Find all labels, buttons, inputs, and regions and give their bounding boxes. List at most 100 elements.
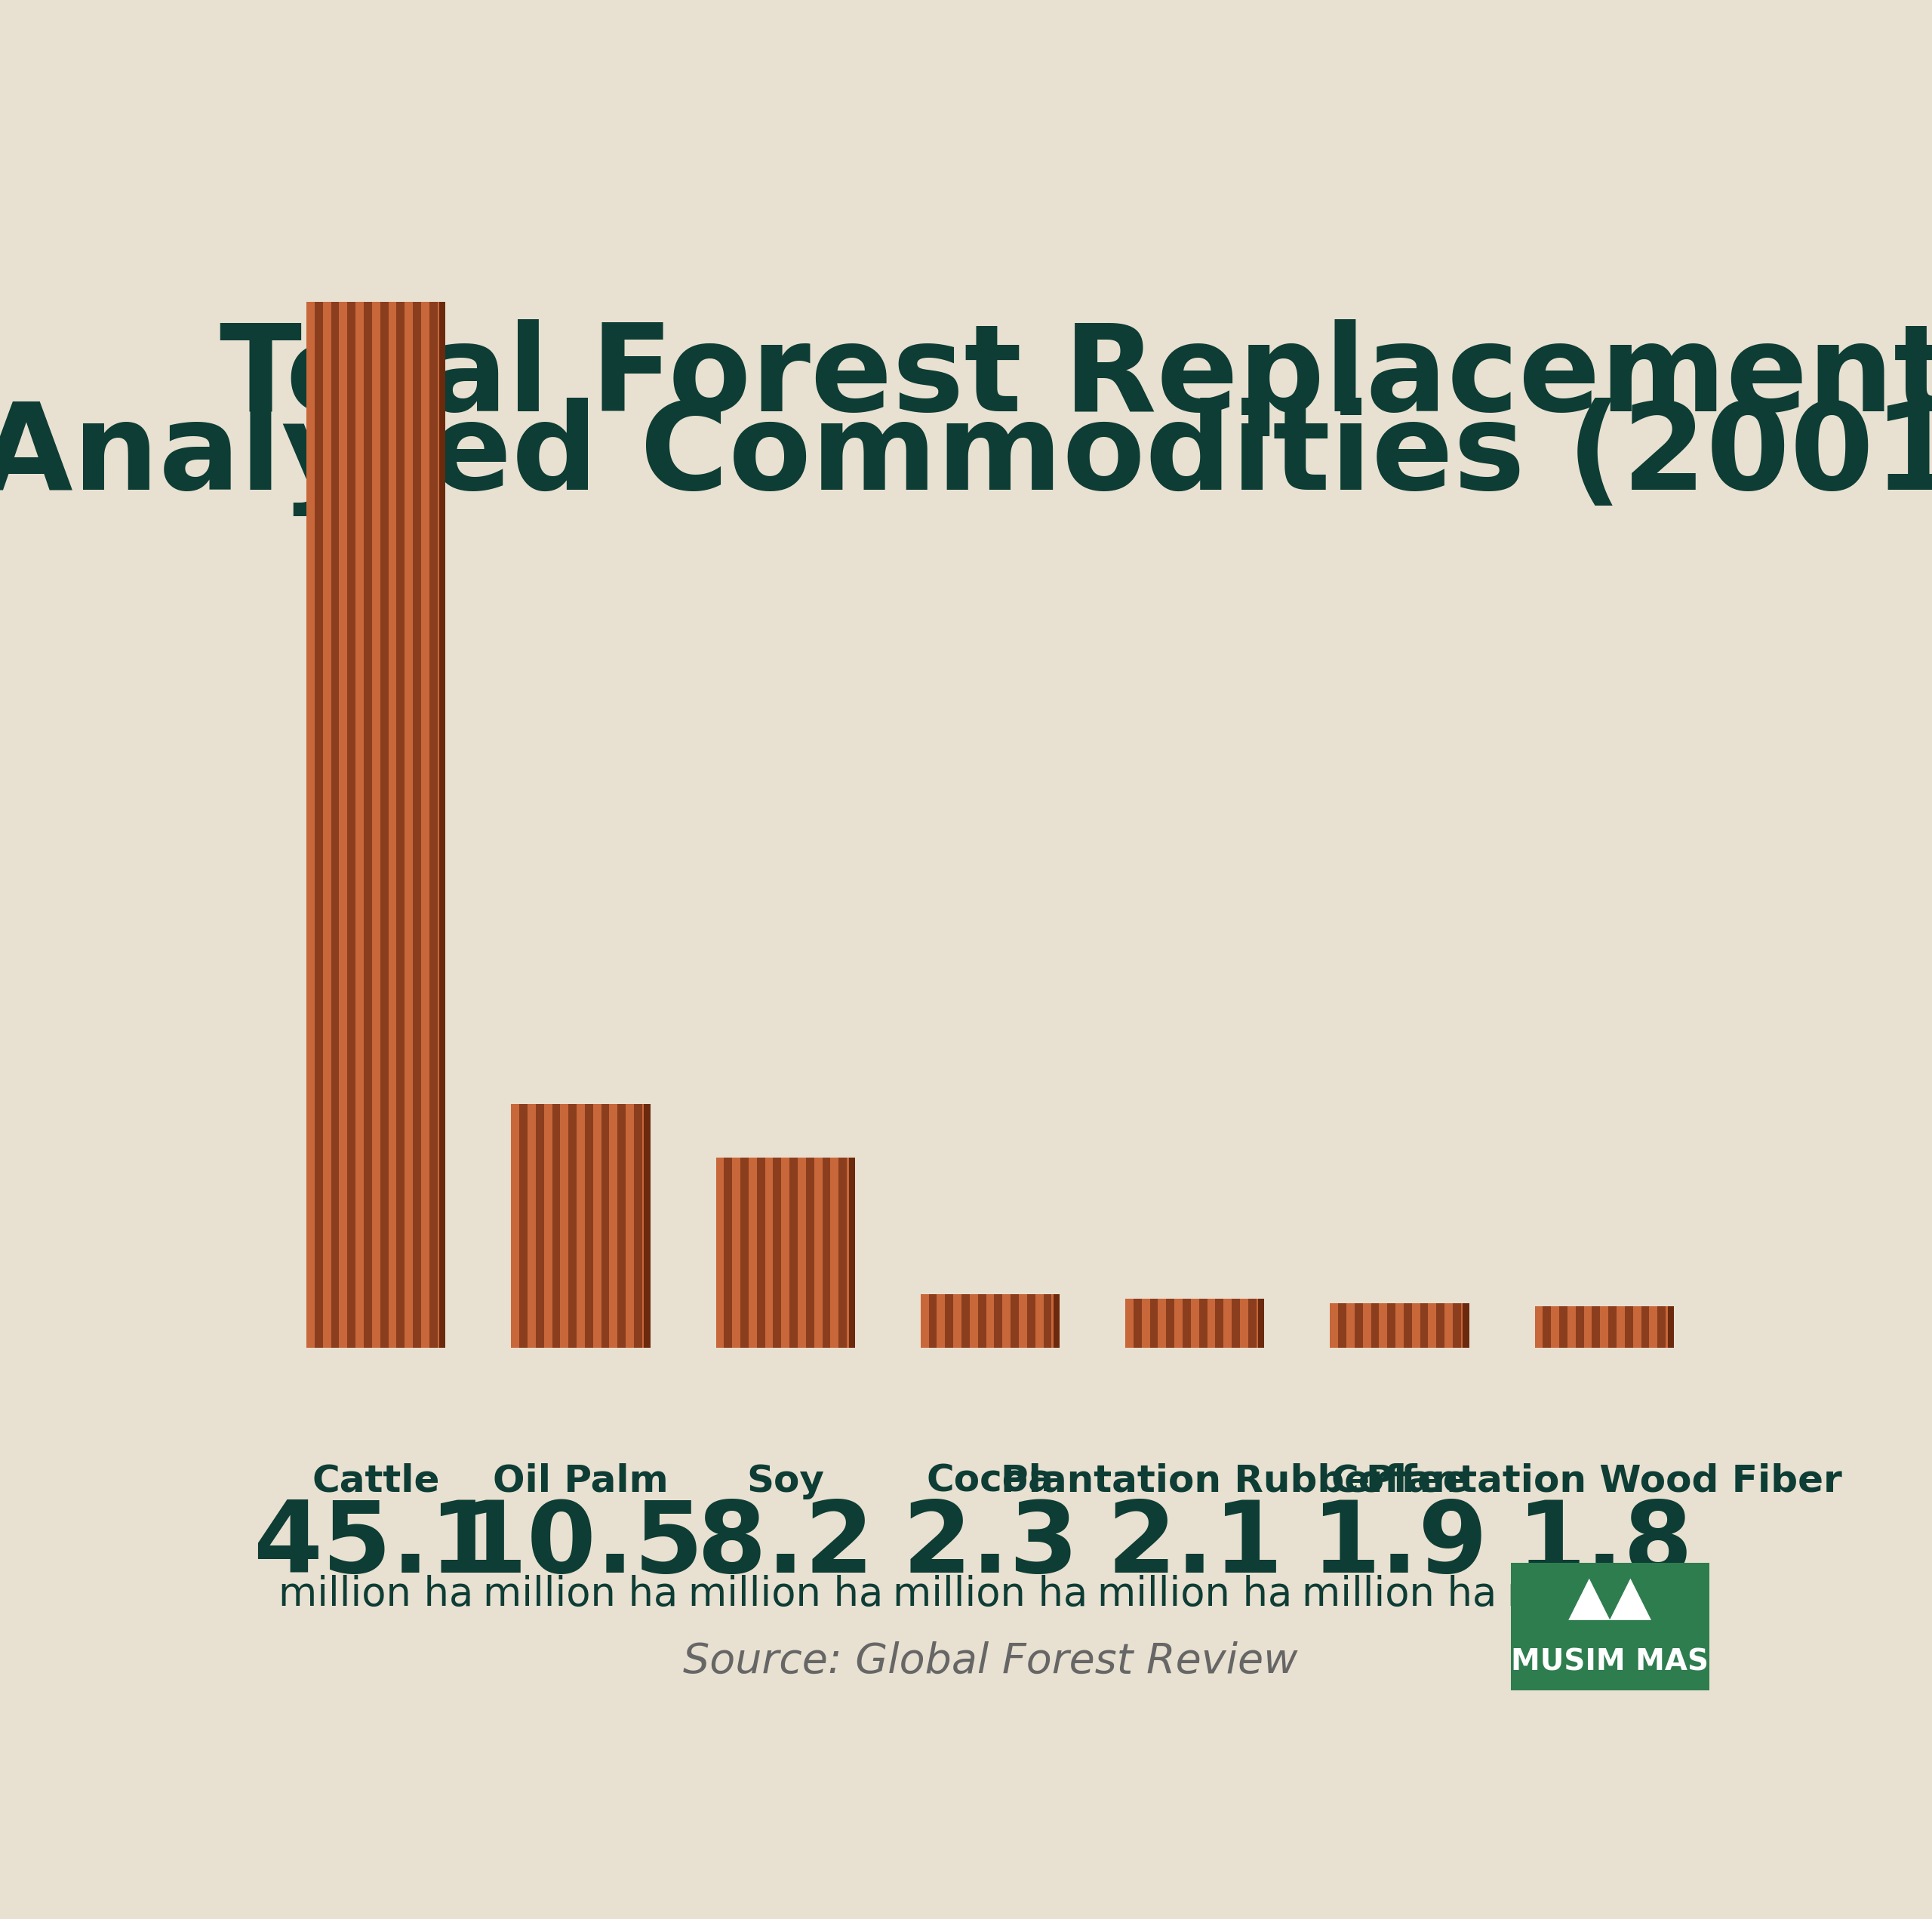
Bar xyxy=(1124,1299,1264,1347)
Bar xyxy=(1534,1307,1544,1347)
Bar xyxy=(929,1293,937,1347)
Text: million ha: million ha xyxy=(1097,1575,1293,1614)
Bar xyxy=(848,1157,856,1347)
Bar xyxy=(618,1103,626,1347)
Bar xyxy=(388,301,396,1347)
Text: Source: Global Forest Review: Source: Global Forest Review xyxy=(682,1641,1298,1681)
Bar xyxy=(1190,1299,1200,1347)
Bar xyxy=(601,1103,609,1347)
Bar xyxy=(1665,1307,1673,1347)
Text: million ha: million ha xyxy=(483,1575,678,1614)
Bar xyxy=(1428,1303,1435,1347)
Bar xyxy=(1043,1293,1051,1347)
Bar xyxy=(920,1293,929,1347)
Bar xyxy=(732,1157,740,1347)
Bar xyxy=(1387,1303,1395,1347)
Bar xyxy=(527,1103,535,1347)
Bar xyxy=(978,1293,985,1347)
Bar xyxy=(985,1293,995,1347)
Bar xyxy=(1607,1307,1617,1347)
Bar xyxy=(1362,1303,1372,1347)
Bar xyxy=(1258,1299,1264,1347)
Bar xyxy=(1240,1299,1248,1347)
Bar xyxy=(381,301,388,1347)
Bar xyxy=(553,1103,560,1347)
Bar xyxy=(1200,1299,1208,1347)
Bar xyxy=(1182,1299,1190,1347)
Bar xyxy=(1018,1293,1028,1347)
Bar xyxy=(1625,1307,1633,1347)
Bar xyxy=(1379,1303,1387,1347)
Text: 10.5: 10.5 xyxy=(458,1497,703,1593)
Bar xyxy=(560,1103,568,1347)
Bar xyxy=(1051,1293,1061,1347)
Bar xyxy=(1395,1303,1405,1347)
Text: Plantation Rubber: Plantation Rubber xyxy=(1001,1462,1389,1499)
Bar xyxy=(1463,1303,1468,1347)
Bar xyxy=(1256,1299,1264,1347)
Text: Plantation Wood Fiber: Plantation Wood Fiber xyxy=(1366,1462,1843,1499)
Bar xyxy=(1028,1293,1036,1347)
Text: 2.3: 2.3 xyxy=(902,1497,1078,1593)
Bar xyxy=(831,1157,838,1347)
Bar xyxy=(1347,1303,1354,1347)
Bar xyxy=(512,1103,520,1347)
Text: 1.8: 1.8 xyxy=(1517,1497,1692,1593)
Bar xyxy=(1650,1307,1658,1347)
Bar xyxy=(1053,1293,1061,1347)
Bar xyxy=(1003,1293,1010,1347)
Bar xyxy=(765,1157,773,1347)
Bar xyxy=(439,301,446,1347)
Bar xyxy=(717,1157,724,1347)
Bar xyxy=(363,301,373,1347)
Bar xyxy=(920,1293,1061,1347)
Bar xyxy=(773,1157,781,1347)
Bar xyxy=(1567,1307,1577,1347)
Bar xyxy=(781,1157,790,1347)
Bar xyxy=(757,1157,765,1347)
Text: Soy: Soy xyxy=(746,1462,825,1499)
Bar xyxy=(970,1293,978,1347)
Bar xyxy=(1592,1307,1600,1347)
Bar xyxy=(355,301,363,1347)
Bar xyxy=(1167,1299,1175,1347)
Bar xyxy=(1150,1299,1157,1347)
Text: 45.1: 45.1 xyxy=(253,1497,498,1593)
Bar xyxy=(626,1103,634,1347)
Bar xyxy=(307,301,315,1347)
Text: 8.2: 8.2 xyxy=(697,1497,873,1593)
Text: million ha: million ha xyxy=(893,1575,1088,1614)
Text: million ha: million ha xyxy=(688,1575,883,1614)
Bar xyxy=(790,1157,798,1347)
Bar xyxy=(740,1157,748,1347)
Bar xyxy=(585,1103,593,1347)
Text: Analyzed Commodities (2001-2015): Analyzed Commodities (2001-2015) xyxy=(0,397,1932,516)
Text: Cattle: Cattle xyxy=(313,1462,440,1499)
Bar xyxy=(1584,1307,1592,1347)
Bar xyxy=(798,1157,806,1347)
Bar xyxy=(1354,1303,1362,1347)
Bar xyxy=(1544,1307,1551,1347)
Bar xyxy=(609,1103,618,1347)
Bar xyxy=(838,1157,846,1347)
Bar xyxy=(634,1103,641,1347)
Bar xyxy=(1667,1307,1673,1347)
Bar xyxy=(962,1293,970,1347)
Bar xyxy=(1124,1299,1134,1347)
Bar xyxy=(323,301,330,1347)
Bar xyxy=(1534,1307,1673,1347)
Bar xyxy=(413,301,421,1347)
Bar xyxy=(1420,1303,1428,1347)
Bar xyxy=(520,1103,527,1347)
Bar xyxy=(437,301,446,1347)
Bar xyxy=(330,301,340,1347)
Bar xyxy=(1445,1303,1453,1347)
Text: million ha: million ha xyxy=(278,1575,473,1614)
Text: MUSIM MAS: MUSIM MAS xyxy=(1511,1648,1710,1677)
Text: Total Forest Replacement by: Total Forest Replacement by xyxy=(220,319,1932,438)
Bar xyxy=(315,301,323,1347)
Text: 1.9: 1.9 xyxy=(1312,1497,1488,1593)
Bar xyxy=(945,1293,952,1347)
Bar xyxy=(1617,1307,1625,1347)
Bar xyxy=(806,1157,813,1347)
